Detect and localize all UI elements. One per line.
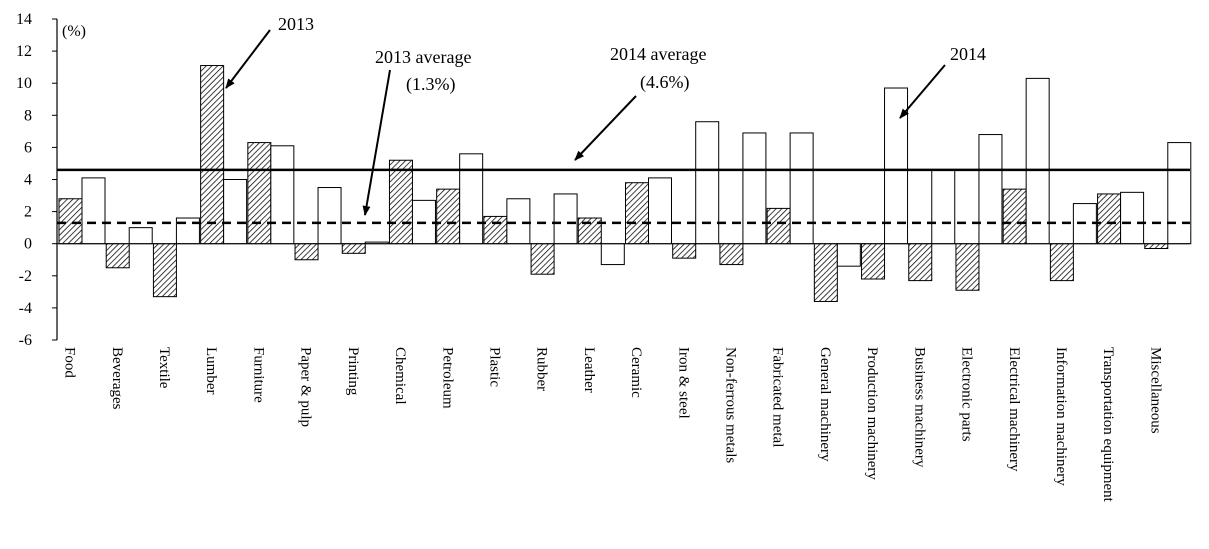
bar-2014: [695, 121, 720, 245]
bar-series: [58, 65, 1192, 302]
x-category-label: Iron & steel: [675, 347, 691, 419]
bar-2014: [1167, 142, 1192, 245]
bar-2013: [955, 243, 980, 291]
x-category-label: Furniture: [250, 347, 266, 403]
x-category-label: Petroleum: [439, 347, 455, 409]
bar-2013: [719, 243, 744, 266]
bar-2014: [270, 145, 295, 245]
bar-2014: [884, 87, 909, 245]
x-category-label: Chemical: [392, 347, 408, 404]
bar-2013: [1049, 243, 1074, 282]
bar-2014: [978, 134, 1003, 245]
bar-2014: [553, 193, 578, 245]
x-category-label: Rubber: [534, 347, 550, 391]
y-tick-label: 4: [24, 172, 32, 189]
annotation-2014: 2014: [950, 44, 986, 64]
x-category-label: Beverages: [109, 347, 125, 410]
x-category-label: Production machinery: [864, 347, 880, 480]
x-category-label: Non-ferrous metals: [723, 347, 739, 463]
bar-2014: [742, 132, 767, 245]
bar-2014: [600, 243, 625, 266]
x-category-label: Electronic parts: [959, 347, 975, 442]
arrow-2013-average: [362, 69, 391, 216]
y-tick-label: 14: [16, 11, 32, 28]
bar-2013: [294, 243, 319, 261]
y-tick-label: -4: [19, 300, 32, 317]
x-category-label: Electrical machinery: [1006, 347, 1022, 472]
y-tick-label: 8: [24, 107, 32, 124]
bar-2013: [105, 243, 130, 269]
bar-2013: [436, 188, 461, 245]
x-category-label: Ceramic: [628, 347, 644, 398]
x-category-label: Business machinery: [911, 347, 927, 468]
y-tick-label: 10: [16, 75, 32, 92]
bar-2014: [317, 187, 342, 245]
x-category-label: Textile: [156, 347, 172, 389]
annotation-2014-average-value: (4.6%): [640, 72, 689, 93]
bar-2013: [247, 142, 272, 245]
x-category-label: Lumber: [203, 347, 219, 394]
bar-2013: [813, 243, 838, 302]
bar-2013: [388, 159, 413, 245]
bar-2013: [1002, 188, 1027, 245]
y-tick-label: 6: [24, 139, 32, 156]
x-category-label: Paper & pulp: [298, 347, 314, 427]
x-category-label: Leather: [581, 347, 597, 393]
bar-2013: [672, 243, 697, 259]
x-category-label: Plastic: [486, 347, 502, 387]
y-tick-label: -6: [19, 332, 32, 349]
y-tick-label: 0: [24, 236, 32, 253]
arrow-2013: [225, 29, 271, 89]
arrow-2014: [899, 64, 946, 119]
bar-2014: [459, 153, 484, 245]
reference-lines: [57, 168, 1190, 225]
x-category-label: Fabricated metal: [770, 347, 786, 447]
bar-2014: [506, 198, 531, 245]
annotation-2013-average-value: (1.3%): [406, 74, 455, 95]
annotation-2013-average: 2013 average: [375, 47, 471, 67]
x-category-label: Printing: [345, 347, 361, 396]
bar-2014: [1025, 77, 1050, 245]
bar-2013: [483, 215, 508, 245]
x-category-label: General machinery: [817, 347, 833, 462]
x-category-label: Food: [62, 347, 78, 378]
bar-2013: [861, 243, 886, 280]
bar-2014: [836, 243, 861, 267]
unit-label: (%): [62, 23, 86, 40]
annotation-2014-average: 2014 average: [610, 44, 706, 64]
bar-2013: [200, 65, 225, 245]
y-tick-label: -2: [19, 268, 32, 285]
bar-2014: [81, 177, 106, 245]
y-tick-label: 12: [16, 43, 32, 60]
x-category-label: Information machinery: [1053, 347, 1069, 486]
bar-2014: [128, 227, 153, 245]
bar-2013: [58, 198, 83, 245]
y-tick-label: 2: [24, 204, 32, 221]
y-axis: -6 -4 -2 0 2 4 6 8 10 12 14: [16, 11, 58, 349]
bar-2014: [789, 132, 814, 245]
bar-2013: [766, 207, 791, 245]
bar-2014: [648, 177, 672, 245]
bar-2014: [1120, 191, 1145, 245]
bar-2014: [223, 179, 248, 245]
x-category-label: Transportation equipment: [1100, 347, 1116, 503]
category-labels: Food Beverages Textile Lumber Furniture Paper…: [62, 347, 1164, 503]
x-category-label: Miscellaneous: [1147, 347, 1163, 434]
bar-2013: [1144, 243, 1169, 250]
bar-2013: [530, 243, 555, 275]
bar-2014: [931, 169, 956, 245]
bar-2013: [625, 182, 649, 245]
bar-2013: [908, 243, 933, 282]
bar-2013: [341, 243, 366, 254]
arrow-2014-average: [574, 95, 637, 161]
bar-2013: [152, 243, 177, 298]
annotation-2013: 2013: [278, 14, 314, 34]
bar-2013: [1097, 193, 1122, 245]
